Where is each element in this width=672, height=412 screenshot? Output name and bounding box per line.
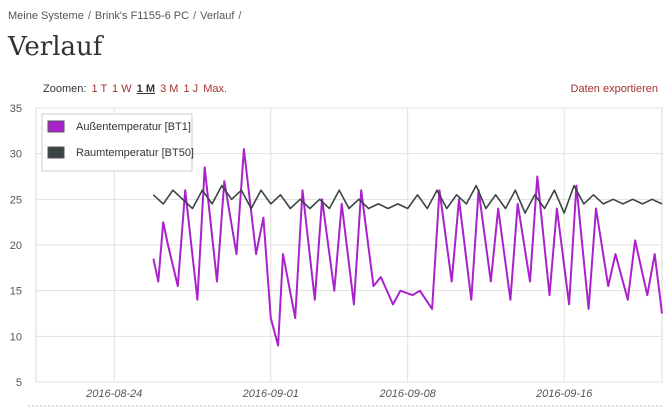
- x-axis-ticks: 2016-08-24 2016-09-01 2016-09-08 2016-09-16: [85, 388, 593, 400]
- y-tick-label: 25: [10, 194, 22, 206]
- x-tick-label: 2016-09-16: [535, 388, 593, 400]
- y-axis-ticks: 5 10 15 20 25 30 35: [10, 103, 22, 389]
- chart-series: [152, 148, 663, 347]
- zoom-bar: Zoomen: 1 T 1 W 1 M 3 M 1 J Max.: [43, 83, 227, 95]
- zoom-label: Zoomen:: [43, 83, 87, 95]
- legend-label-outdoor: Außentemperatur [BT1]: [76, 121, 191, 133]
- breadcrumb-item-systems[interactable]: Meine Systeme: [8, 10, 84, 22]
- breadcrumb-item-history[interactable]: Verlauf: [200, 10, 235, 22]
- zoom-option-1-month[interactable]: 1 M: [136, 83, 156, 95]
- x-tick-label: 2016-09-01: [242, 388, 299, 400]
- legend-box: [41, 113, 193, 172]
- breadcrumb-separator: /: [87, 10, 91, 22]
- y-tick-label: 35: [10, 103, 22, 115]
- chart-legend: Außentemperatur [BT1] Raumtemperatur [BT…: [41, 113, 194, 172]
- export-data-link[interactable]: Daten exportieren: [570, 83, 658, 95]
- y-tick-label: 20: [10, 240, 22, 252]
- x-tick-label: 2016-09-08: [379, 388, 437, 400]
- zoom-option-max[interactable]: Max.: [203, 83, 228, 95]
- y-tick-label: 30: [10, 149, 22, 161]
- x-tick-label: 2016-08-24: [85, 388, 142, 400]
- zoom-option-3-months[interactable]: 3 M: [160, 83, 179, 95]
- breadcrumb-separator: /: [193, 10, 197, 22]
- breadcrumb: Meine Systeme / Brink's F1155-6 PC / Verlauf…: [8, 10, 245, 22]
- legend-swatch-indoor: [47, 146, 65, 159]
- page-title: Verlauf: [8, 32, 103, 62]
- legend-swatch-outdoor: [47, 120, 65, 133]
- zoom-option-1-week[interactable]: 1 W: [112, 83, 132, 95]
- zoom-option-1-year[interactable]: 1 J: [183, 83, 199, 95]
- y-tick-label: 15: [10, 286, 22, 298]
- footer-divider: [28, 405, 662, 407]
- y-tick-label: 10: [10, 331, 22, 343]
- breadcrumb-item-device[interactable]: Brink's F1155-6 PC: [94, 10, 190, 22]
- breadcrumb-separator: /: [238, 10, 242, 22]
- legend-label-indoor: Raumtemperatur [BT50]: [76, 147, 194, 159]
- series-line-indoor-temperature: [152, 184, 663, 214]
- y-tick-label: 5: [16, 377, 22, 389]
- zoom-option-1-day[interactable]: 1 T: [91, 83, 107, 95]
